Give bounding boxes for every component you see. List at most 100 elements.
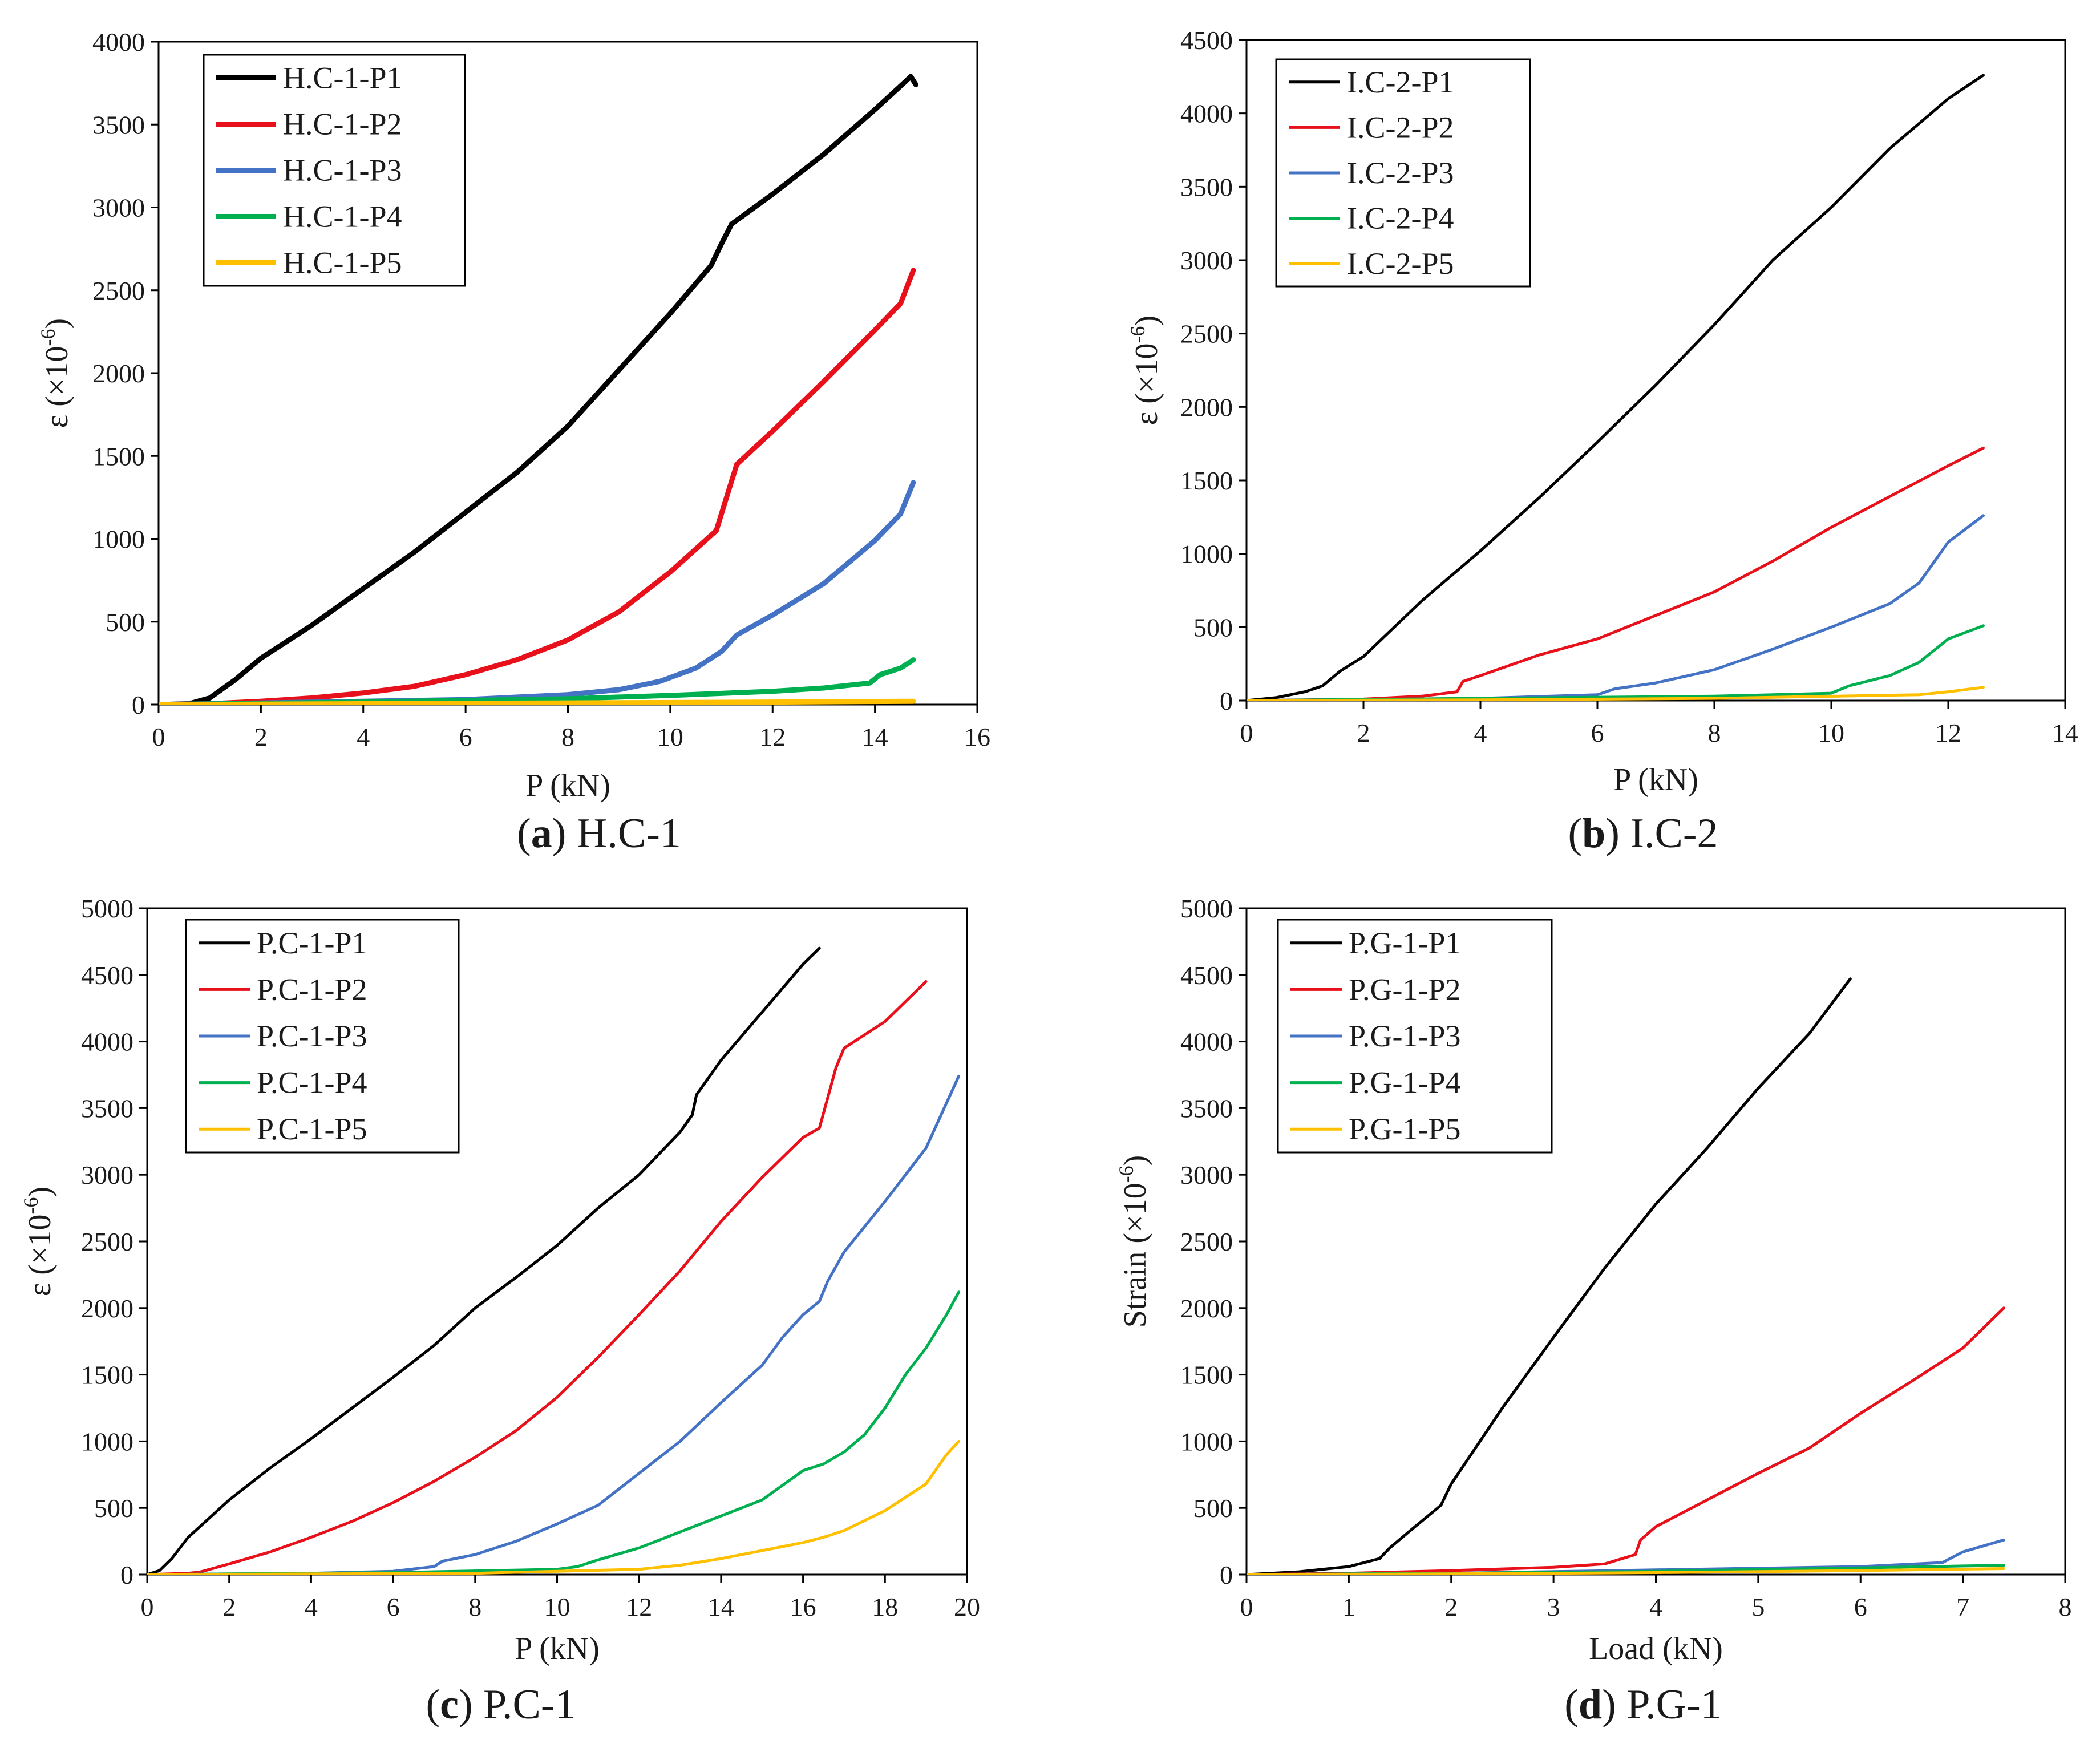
x-tick-label: 8 (2059, 1592, 2072, 1621)
y-tick-label: 0 (132, 690, 145, 719)
y-tick-label: 4000 (1180, 1027, 1233, 1057)
series-line-I.C-2-P3 (1247, 514, 1985, 701)
legend-entry-label: P.C-1-P4 (257, 1066, 367, 1100)
chart-panel-a: 0 2 4 6 8 10 12 14 16 0 500 1000 1500 2000 2500 3000 350… (37, 27, 990, 857)
y-tick-label: 1000 (1180, 1427, 1233, 1456)
x-tick-label: 20 (954, 1592, 980, 1621)
series-line-H.C-1-P4 (159, 657, 916, 705)
y-tick-label: 1500 (1180, 1361, 1233, 1390)
x-tick-label: 16 (964, 722, 990, 751)
series-line-I.C-2-P5 (1247, 686, 1985, 701)
y-tick-label: 0 (120, 1560, 133, 1589)
series-line-I.C-2-P4 (1247, 624, 1985, 701)
legend-entry-label: I.C-2-P3 (1347, 156, 1454, 190)
y-tick-label: 0 (1220, 1560, 1233, 1589)
legend-entry-label: P.G-1-P1 (1349, 926, 1461, 960)
y-tick-label: 1500 (92, 442, 145, 471)
y-tick-label: 4000 (1180, 99, 1233, 128)
x-tick-label: 0 (1240, 1592, 1253, 1621)
x-tick-label: 0 (141, 1592, 154, 1621)
y-tick-label: 3500 (81, 1094, 133, 1123)
y-tick-label: 4500 (81, 961, 133, 990)
y-tick-label: 3500 (1180, 172, 1233, 201)
x-tick-label: 2 (222, 1592, 236, 1621)
y-tick-label: 2000 (92, 359, 145, 388)
x-axis-label: Load (kN) (1589, 1631, 1723, 1666)
series-line-P.C-1-P4 (147, 1290, 961, 1575)
y-tick-label: 2500 (1180, 319, 1233, 349)
series-line-P.G-1-P2 (1247, 1306, 2005, 1575)
series-group (1247, 74, 1985, 701)
x-tick-label: 6 (387, 1592, 400, 1621)
x-axis-label: P (kN) (525, 768, 610, 803)
x-tick-label: 2 (1357, 718, 1370, 747)
x-tick-label: 1 (1342, 1592, 1355, 1621)
y-tick-label: 3000 (81, 1160, 133, 1190)
series-group (159, 74, 918, 705)
legend-entry-label: P.C-1-P2 (257, 972, 367, 1006)
x-tick-label: 14 (862, 722, 888, 751)
x-tick-label: 10 (1818, 718, 1844, 747)
chart-panel-d: 0 1 2 3 4 5 6 7 8 0 500 1000 1500 2000 2500 3000 3500 400… (1115, 894, 2072, 1728)
legend-entry-label: H.C-1-P2 (283, 107, 402, 141)
x-tick-label: 12 (759, 722, 786, 751)
series-line-H.C-1-P5 (159, 698, 916, 705)
y-tick-label: 500 (106, 608, 145, 637)
series-group (1247, 977, 2005, 1575)
legend-entry-label: P.G-1-P5 (1349, 1112, 1461, 1146)
x-axis-label: P (kN) (515, 1631, 600, 1666)
x-tick-label: 8 (1708, 718, 1721, 747)
x-tick-label: 8 (561, 722, 574, 751)
y-tick-label: 3500 (92, 110, 145, 139)
x-tick-label: 4 (305, 1592, 318, 1621)
y-tick-label: 2000 (81, 1294, 133, 1323)
panel-caption: (c) P.C-1 (426, 1681, 576, 1728)
y-tick-label: 0 (1220, 686, 1233, 715)
legend-entry-label: P.G-1-P3 (1349, 1019, 1461, 1053)
legend-entry-label: H.C-1-P3 (283, 153, 402, 188)
y-tick-label: 3000 (1180, 1160, 1233, 1190)
y-tick-label: 5000 (81, 894, 133, 923)
panel-caption: (d) P.G-1 (1564, 1681, 1722, 1728)
plot-frame (1245, 39, 2066, 702)
x-tick-label: 2 (1444, 1592, 1458, 1621)
y-tick-label: 500 (1193, 1494, 1233, 1523)
x-tick-label: 3 (1547, 1592, 1560, 1621)
legend-entry-label: I.C-2-P2 (1347, 110, 1454, 144)
y-tick-label: 2500 (92, 276, 145, 305)
series-line-P.G-1-P5 (1247, 1567, 2005, 1575)
x-tick-label: 0 (152, 722, 165, 751)
series-line-I.C-2-P1 (1247, 74, 1985, 701)
legend-entry-label: H.C-1-P1 (283, 61, 402, 95)
legend-entry-label: P.C-1-P5 (257, 1112, 367, 1146)
x-tick-label: 10 (657, 722, 683, 751)
y-tick-label: 500 (94, 1494, 133, 1523)
x-tick-label: 16 (790, 1592, 816, 1621)
legend: P.C-1-P1 P.C-1-P2 P.C-1-P3 P.C-1-P4 P.C-1-P5 (185, 919, 460, 1154)
x-tick-label: 6 (1854, 1592, 1867, 1621)
x-tick-label: 2 (254, 722, 268, 751)
series-line-I.C-2-P2 (1247, 446, 1985, 701)
y-axis-label: ε (×10-6) (1126, 315, 1164, 425)
y-tick-label: 3000 (92, 193, 145, 222)
series-line-H.C-1-P1 (159, 74, 918, 705)
legend-entry-label: H.C-1-P5 (283, 246, 402, 280)
panel-caption: (a) H.C-1 (517, 810, 681, 857)
series-line-P.C-1-P1 (147, 946, 821, 1575)
y-tick-label: 3500 (1180, 1094, 1233, 1123)
y-axis-label: Strain (×10-6) (1115, 1155, 1153, 1328)
y-tick-label: 4500 (1180, 26, 1233, 55)
legend: P.G-1-P1 P.G-1-P2 P.G-1-P3 P.G-1-P4 P.G-1-P5 (1277, 919, 1553, 1154)
x-tick-label: 14 (2052, 718, 2078, 747)
legend: H.C-1-P1 H.C-1-P2 H.C-1-P3 H.C-1-P4 H.C-1-P5 (203, 54, 466, 287)
legend-entry-label: I.C-2-P5 (1347, 246, 1454, 281)
legend-entry-label: I.C-2-P4 (1347, 201, 1454, 236)
x-tick-label: 18 (872, 1592, 898, 1621)
legend-entry-label: I.C-2-P1 (1347, 65, 1454, 99)
x-axis-label: P (kN) (1613, 762, 1698, 798)
y-tick-label: 5000 (1180, 894, 1233, 923)
y-tick-label: 1500 (1180, 466, 1233, 495)
y-tick-label: 1000 (1180, 540, 1233, 569)
y-tick-label: 3000 (1180, 246, 1233, 275)
